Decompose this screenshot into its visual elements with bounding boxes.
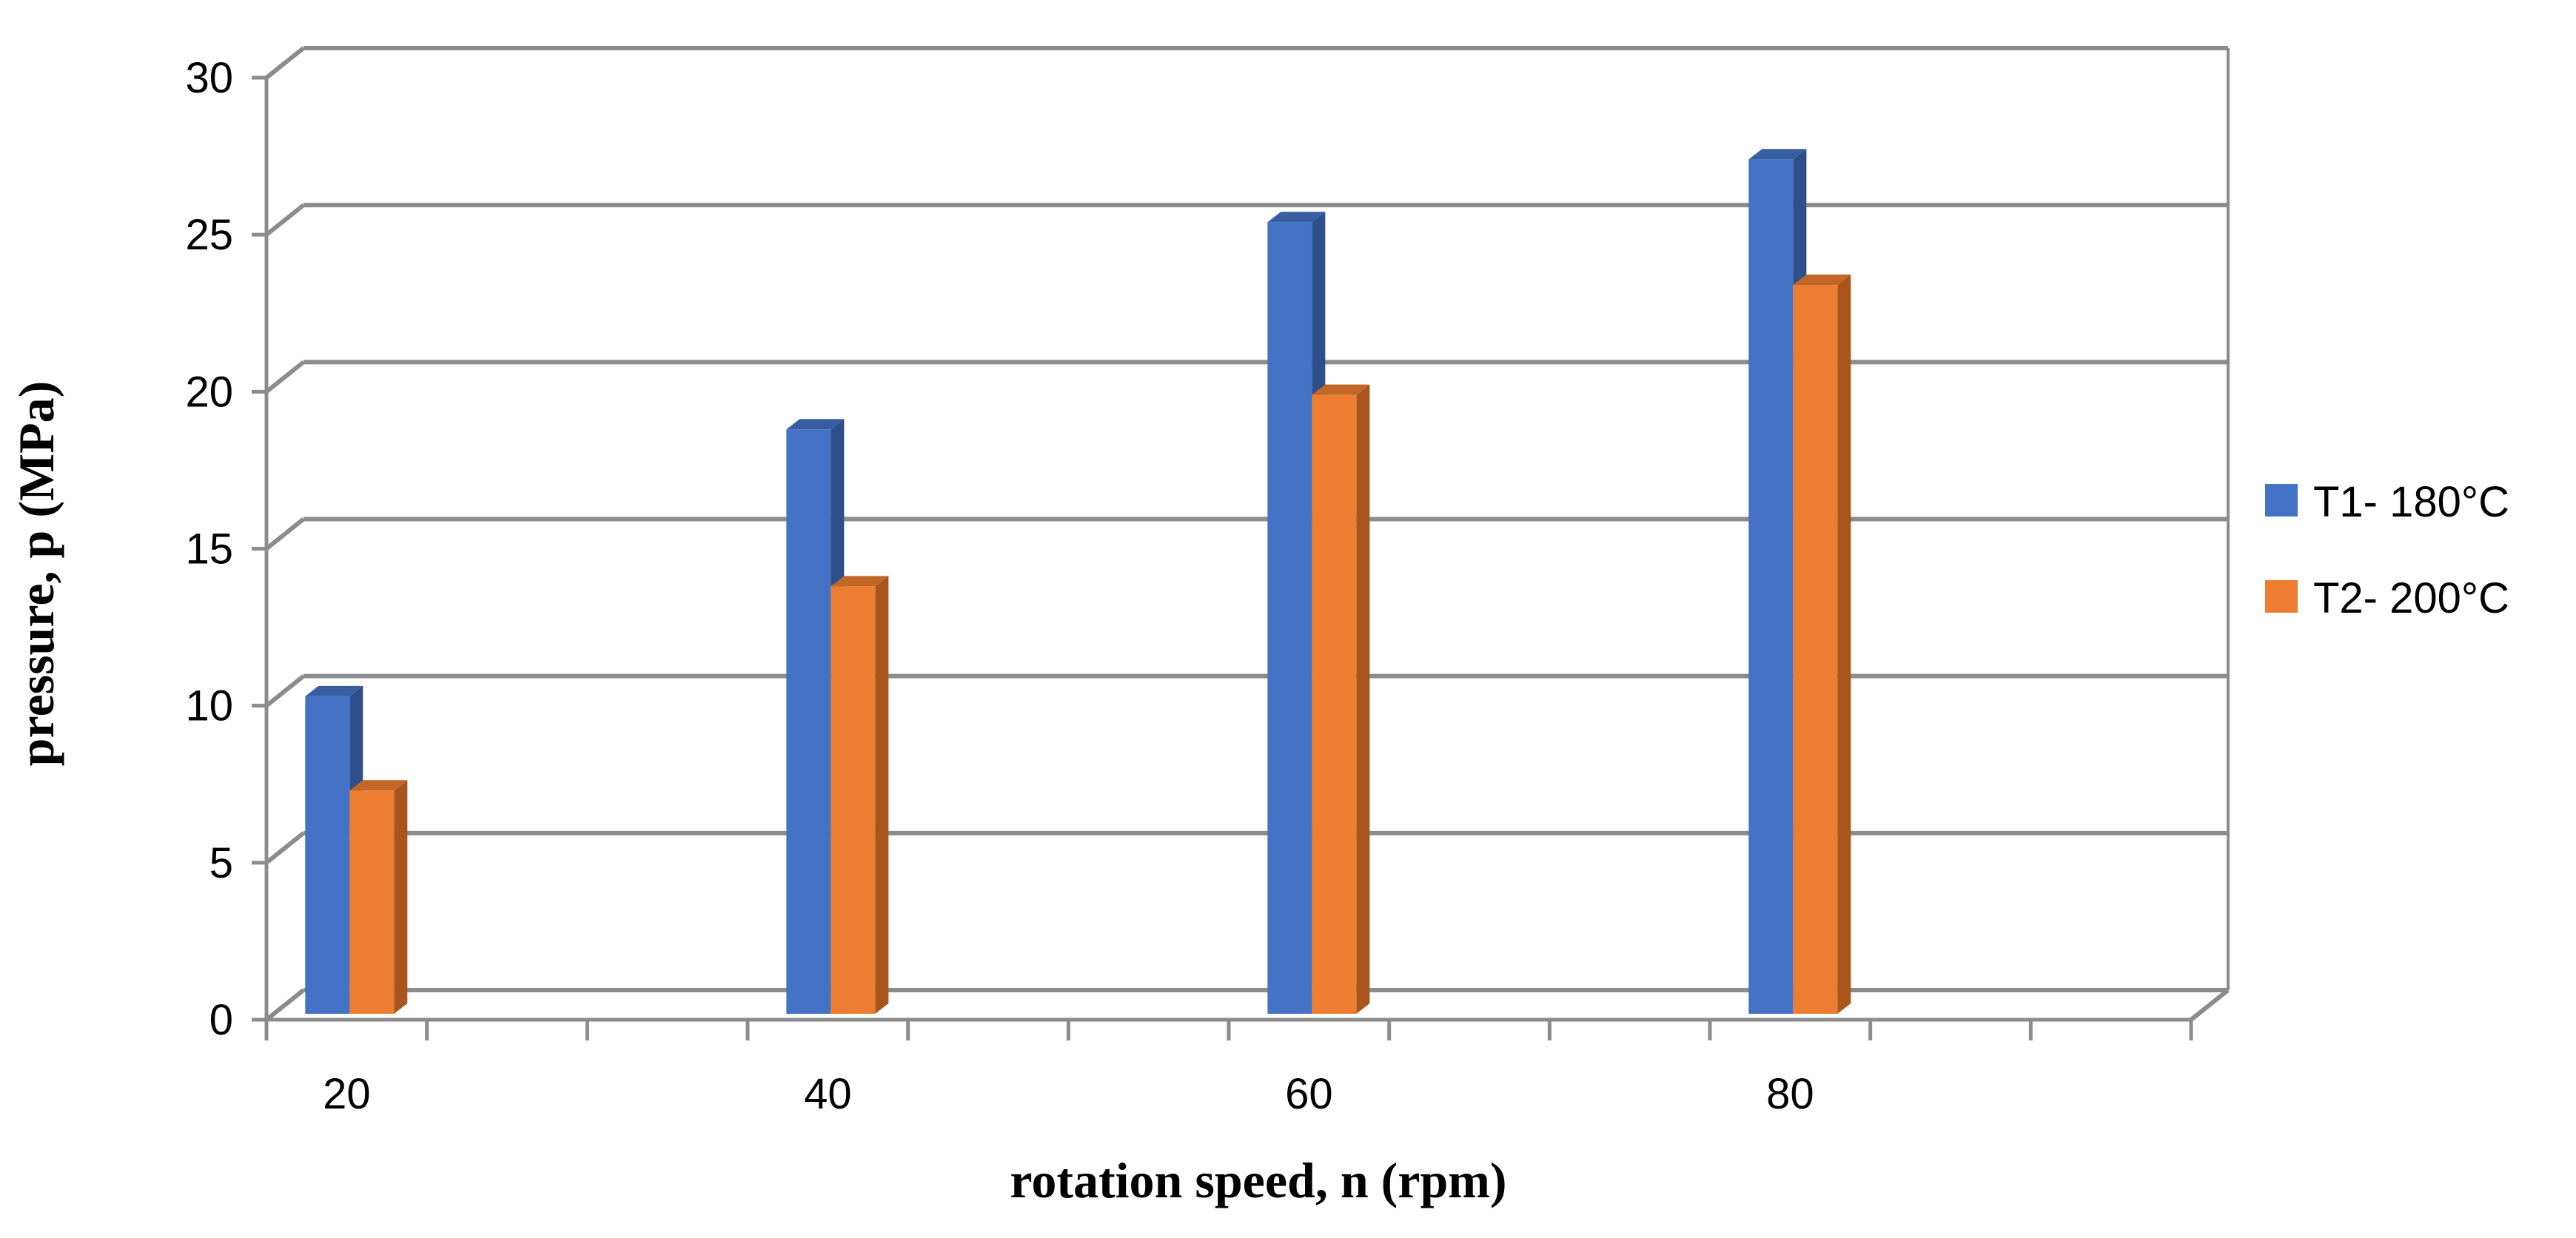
gridline <box>265 46 2228 80</box>
bar <box>349 780 408 1014</box>
gridline <box>265 830 2228 865</box>
legend-label: T1- 180°C <box>2313 478 2509 526</box>
bar-front <box>305 696 350 1014</box>
floor-edge <box>2190 988 2230 1022</box>
bar-top <box>831 576 889 587</box>
bar-top <box>1267 212 1326 223</box>
bar-front <box>1748 159 1794 1014</box>
gridline <box>265 673 2228 708</box>
x-tick-labels: 20 40 60 80 <box>323 1070 1814 1118</box>
gridline <box>265 988 2228 1022</box>
bar-top <box>1748 149 1807 160</box>
x-axis-title: rotation speed, n (rpm) <box>1010 1152 1506 1208</box>
gridline <box>265 203 2228 237</box>
y-tick-label: 0 <box>209 996 233 1044</box>
bar-front <box>786 429 831 1014</box>
legend-item: T2- 200°C <box>2265 574 2509 622</box>
y-tick-label: 30 <box>185 54 233 102</box>
bar-top <box>786 419 845 430</box>
bar-front <box>1312 394 1357 1014</box>
bar-top <box>1312 384 1370 395</box>
legend-item: T1- 180°C <box>2265 478 2509 526</box>
bar-side <box>1837 275 1851 1014</box>
bar-front <box>1793 285 1838 1014</box>
bar-side <box>875 576 889 1014</box>
y-tick-label: 20 <box>185 368 233 416</box>
bar <box>831 576 889 1014</box>
gridline <box>265 517 2228 551</box>
bar-front <box>349 790 395 1014</box>
bar-top <box>1793 275 1851 286</box>
y-tick-labels: 0 5 10 15 20 25 30 <box>185 54 233 1044</box>
bar-top <box>349 780 408 791</box>
gridline <box>265 360 2228 394</box>
bar-front <box>831 586 876 1014</box>
legend-swatch <box>2265 484 2298 517</box>
bars <box>305 149 1851 1014</box>
bar <box>1312 384 1370 1014</box>
bar-side <box>1356 384 1370 1014</box>
y-axis-title: pressure, p (MPa) <box>8 381 64 767</box>
y-tick-label: 5 <box>209 839 233 887</box>
gridlines <box>265 46 2230 1022</box>
x-tick-label: 60 <box>1285 1070 1333 1118</box>
y-tick-label: 10 <box>185 682 233 730</box>
bar-side <box>394 780 408 1014</box>
legend-swatch <box>2265 580 2298 613</box>
bar <box>1793 275 1851 1014</box>
x-tick-label: 80 <box>1766 1070 1814 1118</box>
legend: T1- 180°C T2- 200°C <box>2265 478 2509 622</box>
legend-label: T2- 200°C <box>2313 574 2509 622</box>
bar-top <box>305 685 363 696</box>
y-tick-label: 25 <box>185 211 233 259</box>
axes <box>252 75 2193 1040</box>
bar-front <box>1267 222 1312 1014</box>
x-tick-label: 20 <box>323 1070 371 1118</box>
y-tick-label: 15 <box>185 525 233 573</box>
x-tick-label: 40 <box>804 1070 852 1118</box>
